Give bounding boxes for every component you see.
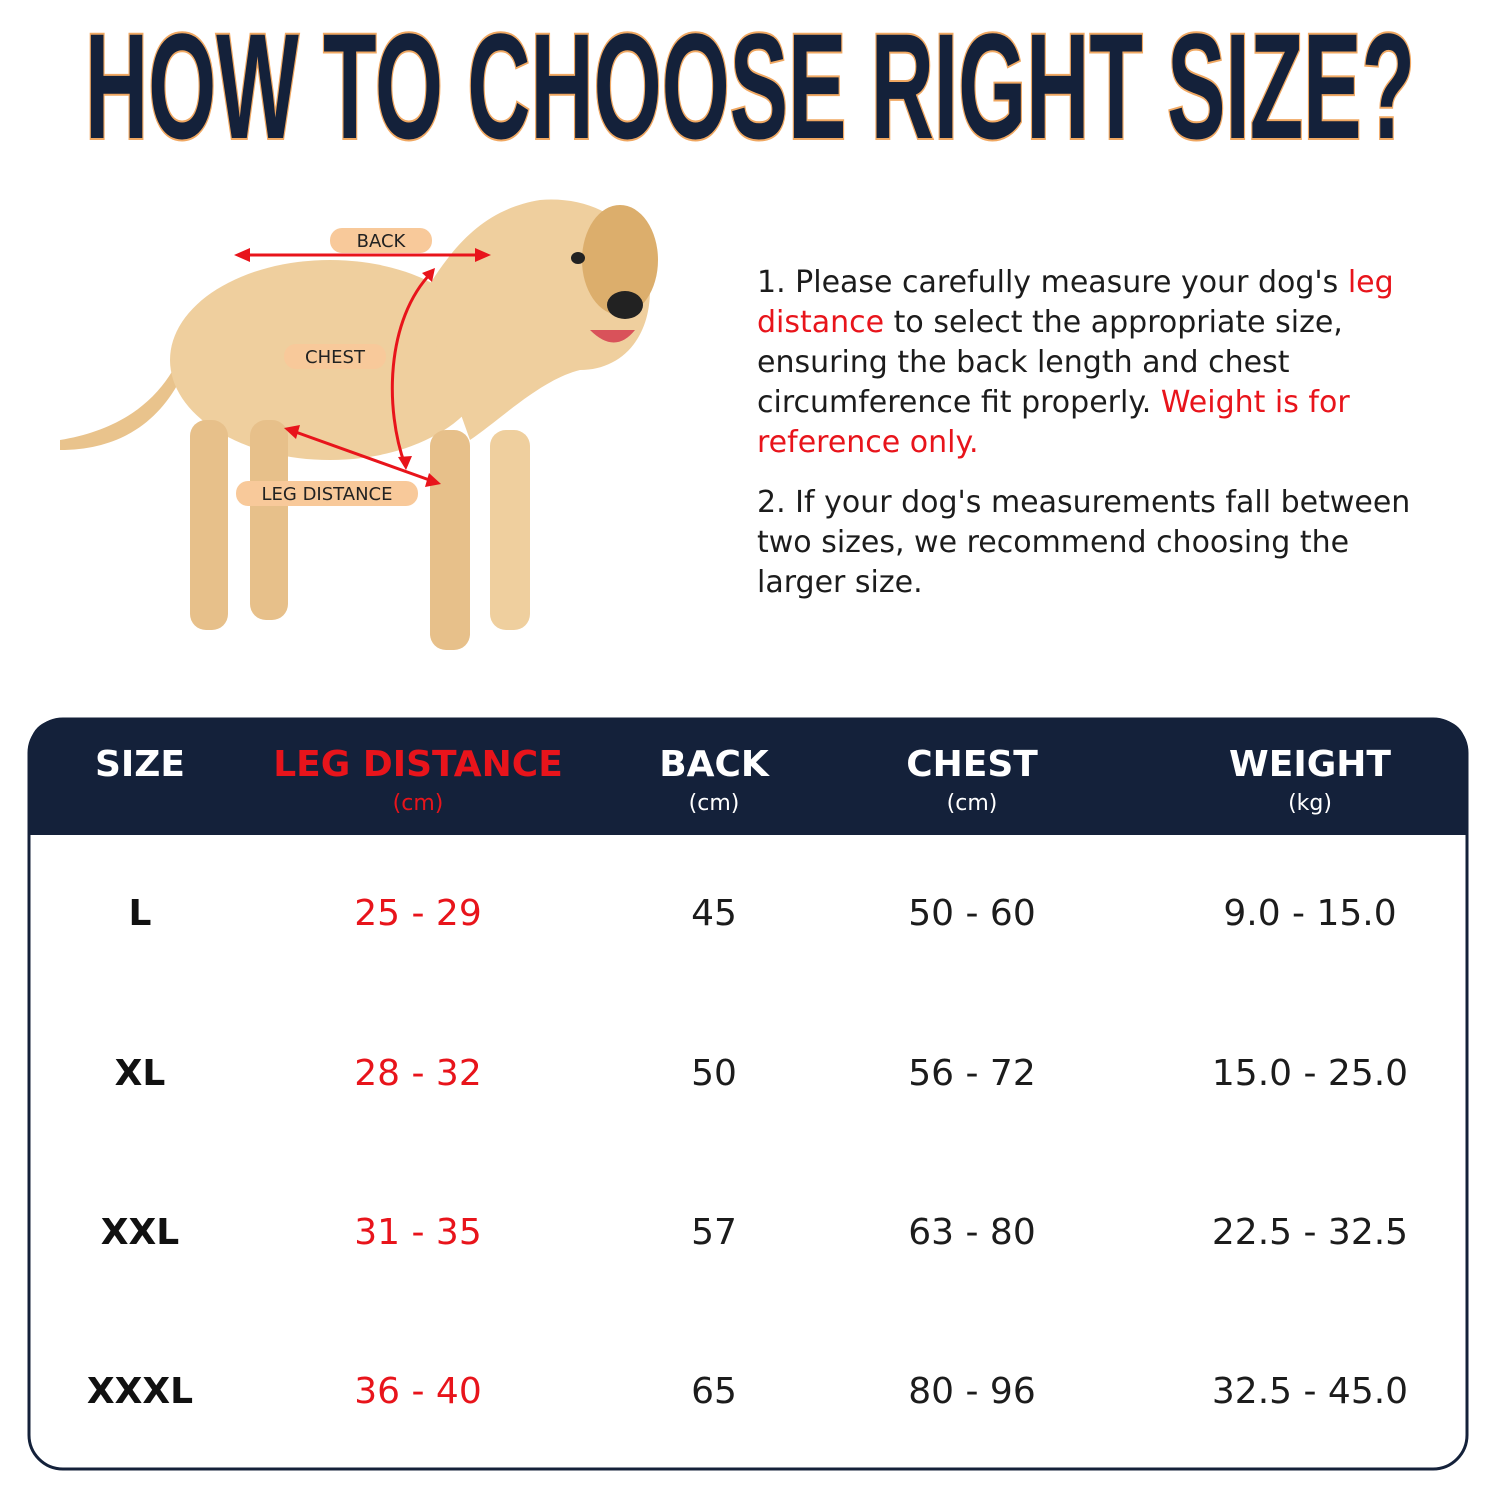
arrow-heads (234, 248, 491, 487)
column-header: BACK (659, 744, 770, 785)
instruction-segment: Weight is for reference only. (757, 385, 1350, 460)
table-cell: 50 - 60 (908, 893, 1036, 934)
table-cell: 32.5 - 45.0 (1212, 1371, 1408, 1412)
column-unit: (cm) (393, 791, 444, 816)
table-cell: XXXL (87, 1371, 193, 1412)
table-cell: 50 (691, 1053, 737, 1094)
instruction-segment: to select the appropriate size, ensuring… (757, 305, 1343, 420)
instruction: 1. Please carefully measure your dog's l… (757, 263, 1437, 463)
table-cell: 22.5 - 32.5 (1212, 1212, 1408, 1253)
table-cell: L (129, 893, 152, 934)
instruction-segment: 2. If your dog's measurements fall betwe… (757, 485, 1411, 600)
column-unit: (cm) (689, 791, 740, 816)
table-cell: 36 - 40 (354, 1371, 482, 1412)
table-cell: 57 (691, 1212, 737, 1253)
table-cell: 65 (691, 1371, 737, 1412)
label-pill (236, 481, 418, 506)
column-header: SIZE (95, 744, 185, 785)
column-header: WEIGHT (1229, 744, 1391, 785)
table-cell: 63 - 80 (908, 1212, 1036, 1253)
instruction: 2. If your dog's measurements fall betwe… (757, 483, 1437, 603)
table-cell: 15.0 - 25.0 (1212, 1053, 1408, 1094)
table-cell: 45 (691, 893, 737, 934)
table-cell: 80 - 96 (908, 1371, 1036, 1412)
table-cell: XXL (101, 1212, 179, 1253)
column-unit: (cm) (947, 791, 998, 816)
column-header: LEG DISTANCE (273, 744, 563, 785)
column-unit: (kg) (1288, 791, 1332, 816)
table-cell: 25 - 29 (354, 893, 482, 934)
table-cell: 28 - 32 (354, 1053, 482, 1094)
measure-arrows (240, 253, 485, 484)
label-pill (330, 228, 432, 253)
table-cell: 56 - 72 (908, 1053, 1036, 1094)
table-cell: 9.0 - 15.0 (1223, 893, 1396, 934)
diagram-label: LEG DISTANCE (262, 484, 393, 505)
label-pill (284, 344, 386, 369)
table-header-band (29, 719, 1467, 835)
table: SIZE LEG DISTANCE (cm) BACK (cm) CHEST (cm) WEI… (87, 744, 1408, 1412)
instruction-segment: leg distance (757, 265, 1394, 340)
diagram-label: BACK (357, 231, 407, 252)
table-cell: XL (115, 1053, 166, 1094)
table-cell: 31 - 35 (354, 1212, 482, 1253)
page-title: HOW TO CHOOSE RIGHT SIZE? (85, 2, 1415, 170)
instruction-segment: 1. Please carefully measure your dog's (757, 265, 1348, 300)
column-header: CHEST (906, 744, 1038, 785)
diagram-label: CHEST (305, 347, 366, 368)
dog-illustration (60, 199, 658, 650)
